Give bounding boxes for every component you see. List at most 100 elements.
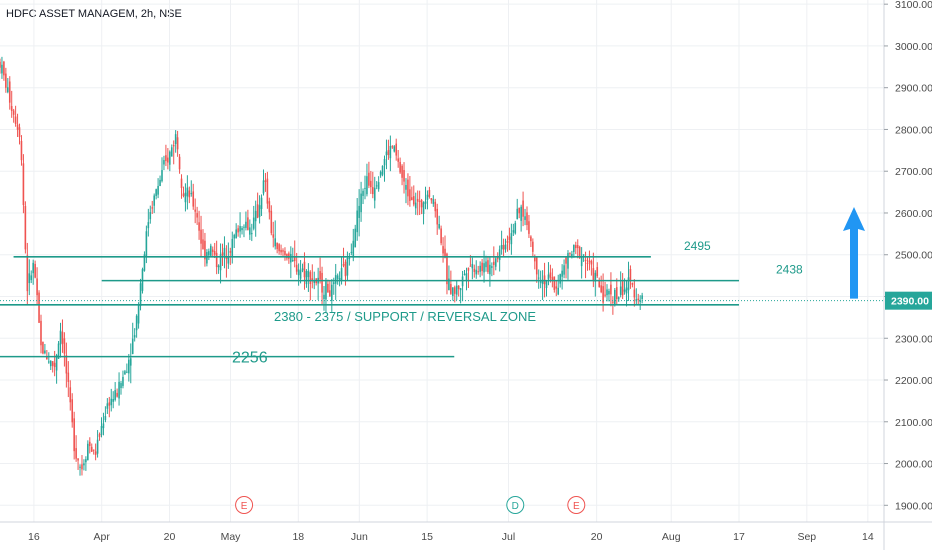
candle-body — [262, 180, 265, 194]
candle-body — [422, 202, 425, 214]
candle-body — [303, 261, 306, 278]
candle-body — [325, 281, 327, 300]
candle-body — [178, 156, 181, 170]
candle-body — [268, 201, 271, 213]
candle-body — [360, 193, 362, 213]
candle-body — [258, 205, 261, 217]
candle-body — [518, 207, 520, 214]
candle-body — [57, 343, 60, 359]
y-tick-label: 2100.00 — [895, 417, 932, 429]
candle-body — [81, 464, 83, 470]
candle-body — [252, 217, 255, 229]
candle-body — [40, 320, 42, 346]
candle-body — [455, 285, 458, 295]
candle-body — [475, 269, 478, 275]
candle-body — [379, 171, 382, 176]
candle-body — [272, 234, 275, 238]
y-tick-label: 1900.00 — [895, 500, 932, 512]
candle-body — [239, 225, 241, 232]
candle-body — [465, 273, 468, 281]
candle-body — [371, 187, 374, 195]
candle-body — [428, 190, 431, 197]
x-tick-label: 16 — [28, 531, 40, 543]
candle-body — [36, 278, 38, 296]
candle-body — [321, 272, 323, 293]
candle-body — [198, 222, 200, 231]
candle-body — [5, 73, 7, 88]
candle-body — [104, 416, 107, 420]
candle-body — [358, 205, 360, 218]
candle-body — [184, 192, 187, 203]
candle-body — [590, 261, 593, 265]
candle-body — [633, 289, 636, 298]
candle-body — [186, 187, 189, 197]
candle-body — [22, 163, 25, 206]
candle-body — [469, 265, 472, 267]
y-tick-label: 3000.00 — [895, 41, 932, 53]
event-label: E — [241, 501, 248, 512]
candle-body — [494, 258, 497, 267]
candle-body — [541, 279, 544, 284]
candle-body — [446, 253, 448, 285]
candle-body — [69, 387, 72, 403]
candle-body — [24, 205, 27, 250]
y-tick-label: 2000.00 — [895, 459, 932, 471]
candle-body — [79, 466, 81, 468]
candle-body — [291, 260, 294, 262]
candle-body — [370, 180, 372, 188]
candle-body — [75, 448, 77, 459]
candle-body — [77, 458, 79, 461]
candle-body — [55, 355, 58, 371]
candle-body — [383, 159, 386, 166]
candle-body — [412, 196, 415, 205]
candle-body — [366, 176, 368, 195]
candle-body — [573, 244, 575, 252]
candle-body — [571, 253, 573, 258]
candle-body — [94, 451, 97, 455]
candle-body — [42, 341, 44, 354]
event-label: D — [512, 501, 519, 512]
candle-body — [293, 256, 296, 262]
candle-body — [586, 262, 589, 264]
candle-body — [516, 208, 519, 220]
x-tick-label: Jun — [351, 531, 368, 543]
candle-body — [508, 236, 511, 241]
candle-body — [395, 143, 398, 156]
candle-body — [16, 124, 19, 130]
candle-body — [88, 441, 91, 447]
candle-body — [582, 254, 585, 256]
candle-body — [206, 252, 208, 264]
candle-body — [301, 268, 304, 271]
x-tick-label: 17 — [733, 531, 745, 543]
candle-body — [619, 286, 622, 295]
candle-body — [442, 246, 444, 254]
candle-body — [352, 240, 355, 258]
candle-body — [530, 236, 532, 242]
x-tick-label: 20 — [591, 531, 603, 543]
candle-body — [73, 418, 75, 452]
candle-body — [576, 245, 579, 249]
candle-body — [617, 297, 620, 300]
candle-body — [362, 190, 364, 196]
candle-body — [139, 283, 142, 307]
candle-body — [506, 240, 509, 243]
candle-body — [319, 271, 321, 280]
candle-body — [100, 426, 103, 435]
y-tick-label: 2500.00 — [895, 250, 932, 262]
candle-body — [129, 358, 132, 366]
candle-body — [604, 294, 606, 296]
candle-body — [49, 360, 52, 367]
candle-body — [537, 277, 540, 279]
candle-body — [309, 272, 312, 284]
candle-body — [155, 189, 157, 196]
candle-body — [496, 257, 499, 259]
candle-body — [188, 190, 191, 198]
candle-body — [180, 178, 183, 188]
candle-body — [299, 270, 302, 279]
candle-body — [311, 278, 314, 281]
candle-body — [200, 229, 202, 244]
x-tick-label: 18 — [292, 531, 304, 543]
candle-body — [196, 213, 198, 218]
